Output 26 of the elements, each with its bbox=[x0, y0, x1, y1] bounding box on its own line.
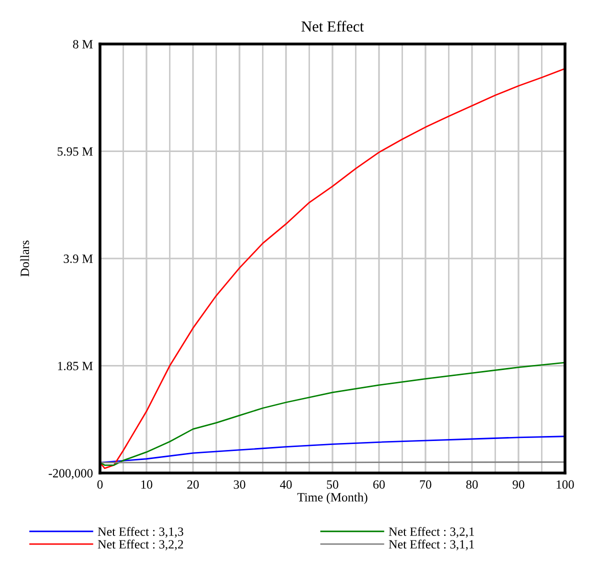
line-series bbox=[100, 68, 565, 469]
legend-label: Net Effect : 3,2,1 bbox=[388, 526, 474, 538]
x-tick-label: 100 bbox=[556, 480, 574, 489]
x-tick-label: 50 bbox=[326, 480, 338, 489]
legend-label: Net Effect : 3,1,1 bbox=[388, 540, 474, 550]
x-tick-label: 10 bbox=[141, 480, 152, 489]
x-tick-label: 0 bbox=[97, 480, 103, 489]
legend-label: Net Effect : 3,1,3 bbox=[98, 526, 184, 538]
legend-label: Net Effect : 3,2,2 bbox=[98, 540, 184, 550]
x-tick-label: 20 bbox=[187, 480, 199, 489]
x-axis-title: Time (Month) bbox=[297, 492, 368, 504]
y-tick-label: 5.95 M bbox=[58, 147, 93, 156]
chart-title: Net Effect bbox=[301, 20, 364, 32]
x-tick-label: 70 bbox=[420, 480, 432, 489]
line-series bbox=[100, 362, 565, 466]
y-tick-label: 3.9 M bbox=[64, 254, 93, 264]
y-tick-label: -200,000 bbox=[48, 469, 93, 480]
y-tick-label: 8 M bbox=[73, 40, 93, 48]
x-tick-label: 40 bbox=[280, 480, 292, 489]
x-tick-label: 60 bbox=[373, 480, 385, 489]
x-tick-label: 30 bbox=[234, 480, 246, 489]
y-tick-label: 1.85 M bbox=[58, 362, 93, 370]
line-series bbox=[100, 436, 565, 464]
x-tick-label: 80 bbox=[466, 480, 478, 489]
x-tick-label: 90 bbox=[512, 480, 524, 489]
y-axis-title: Dollars bbox=[20, 240, 30, 277]
